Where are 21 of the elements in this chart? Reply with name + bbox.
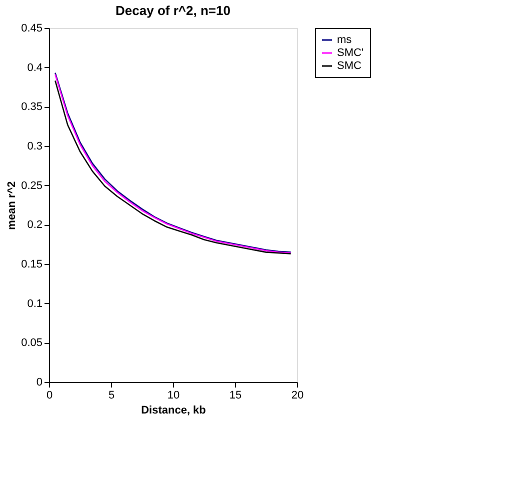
chart-title: Decay of r^2, n=10	[116, 3, 230, 18]
y-axis-title: mean r^2	[6, 181, 18, 230]
y-tick-label: 0	[36, 376, 42, 388]
legend-label: ms	[337, 34, 352, 46]
x-tick-label: 15	[229, 390, 242, 402]
y-tick-label: 0.2	[27, 219, 42, 232]
x-tick-label: 5	[108, 390, 115, 402]
legend-label: SMC	[337, 60, 362, 72]
x-tick-label: 10	[167, 390, 180, 402]
y-tick-label: 0.35	[21, 101, 42, 114]
y-tick-label: 0.25	[21, 180, 42, 192]
y-tick-label: 0.1	[27, 298, 42, 310]
y-tick-label: 0.45	[21, 22, 42, 34]
y-tick-label: 0.3	[27, 140, 42, 152]
x-tick-label: 20	[291, 390, 304, 402]
y-tick-label: 0.4	[27, 62, 42, 74]
y-tick-label: 0.05	[21, 337, 42, 350]
y-tick-label: 0.15	[21, 258, 42, 270]
x-axis-title: Distance, kb	[141, 404, 206, 416]
x-tick-label: 0	[46, 390, 53, 402]
legend-label: SMC'	[337, 47, 364, 59]
